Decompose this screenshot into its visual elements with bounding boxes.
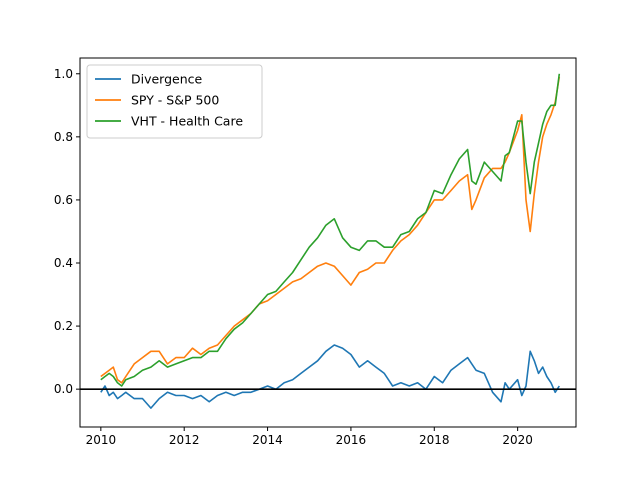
axes-frame — [79, 57, 577, 428]
y-axis: 0.0 0.2 0.4 0.6 0.8 1.0 — [54, 67, 80, 396]
x-tick-label: 2016 — [336, 433, 367, 447]
y-tick-label: 1.0 — [54, 67, 73, 81]
y-tick-label: 0.4 — [54, 256, 73, 270]
x-tick-label: 2020 — [502, 433, 533, 447]
y-tick-label: 0.8 — [54, 130, 73, 144]
legend-entry: Divergence — [131, 72, 203, 87]
legend-box — [86, 64, 263, 139]
x-tick-label: 2018 — [419, 433, 450, 447]
y-tick-label: 0.6 — [54, 193, 73, 207]
y-tick-label: 0.2 — [54, 319, 73, 333]
series-line-0 — [100, 344, 560, 409]
y-tick-label: 0.0 — [54, 382, 73, 396]
x-tick-label: 2012 — [169, 433, 200, 447]
x-axis: 2010 2012 2014 2016 2018 2020 — [86, 427, 533, 447]
series-layer — [100, 73, 561, 409]
x-tick-label: 2014 — [252, 433, 283, 447]
legend: Divergence SPY - S&P 500 VHT - Health Care — [86, 64, 263, 139]
legend-entry: SPY - S&P 500 — [131, 93, 219, 108]
legend-entry: VHT - Health Care — [131, 114, 243, 129]
series-line-2 — [100, 73, 561, 387]
x-tick-label: 2010 — [86, 433, 117, 447]
